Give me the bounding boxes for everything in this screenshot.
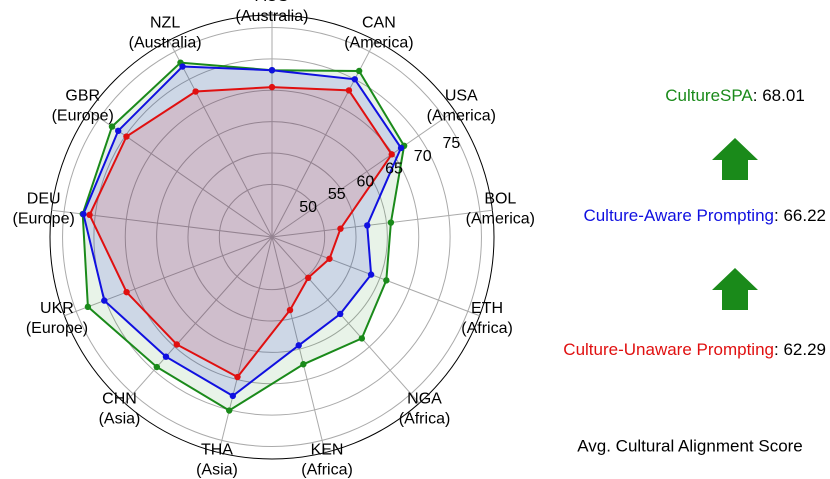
r-tick-label: 70: [414, 148, 432, 165]
point: [388, 151, 395, 158]
series-score: : 68.01: [753, 86, 805, 105]
point: [86, 211, 93, 219]
point: [326, 255, 333, 262]
point: [397, 144, 405, 152]
point: [295, 342, 302, 349]
spoke: [271, 236, 480, 317]
point: [286, 306, 294, 314]
spoke: [271, 236, 420, 404]
point: [173, 341, 180, 348]
series-score: : 62.29: [774, 340, 826, 359]
point: [192, 88, 199, 95]
point: [383, 277, 390, 284]
series-area: [88, 86, 393, 379]
r-tick-label: 55: [328, 186, 346, 203]
annotation: Avg. Cultural Alignment Score: [577, 436, 803, 455]
point: [123, 288, 130, 296]
point: [162, 353, 170, 360]
category-region: (America): [344, 35, 413, 52]
spoke: [271, 209, 493, 238]
point: [226, 407, 233, 414]
point: [123, 133, 130, 140]
category-region: (Africa): [461, 320, 513, 337]
point: [153, 363, 161, 371]
category-label: CHN: [102, 390, 137, 407]
point: [300, 361, 307, 368]
category-label: ETH: [471, 300, 503, 317]
category-region: (America): [466, 210, 535, 227]
r-tick-label: 65: [385, 161, 403, 178]
series-name: Culture-Unaware Prompting: [563, 340, 774, 359]
series-area: [82, 65, 403, 398]
category-region: (Europe): [26, 320, 88, 337]
series-score: : 66.22: [774, 206, 826, 225]
point: [268, 83, 276, 91]
point: [114, 127, 122, 135]
category-label: UKR: [40, 300, 74, 317]
point: [337, 225, 344, 232]
r-tick-label: 50: [299, 199, 317, 216]
category-region: (Europe): [13, 210, 75, 227]
point: [345, 87, 353, 94]
category-region: (Asia): [196, 462, 238, 479]
category-label: GBR: [65, 88, 100, 105]
r-tick-label: 60: [357, 173, 375, 190]
category-region: (Europe): [52, 108, 114, 125]
point: [337, 310, 344, 318]
category-label: BOL: [484, 190, 516, 207]
point: [358, 335, 366, 342]
point: [234, 373, 241, 381]
series-area: [81, 61, 406, 412]
arrow: [712, 138, 758, 180]
spoke: [218, 236, 273, 453]
spoke: [168, 40, 273, 238]
point: [101, 297, 108, 304]
category-label: KEN: [311, 442, 344, 459]
spoke: [124, 236, 273, 404]
category-label: CAN: [362, 15, 396, 32]
category-label: THA: [201, 442, 233, 459]
series-name: Culture-Aware Prompting: [583, 206, 774, 225]
point: [80, 210, 87, 218]
areas: [79, 59, 408, 414]
legend-entry: Culture-Aware Prompting: 66.22: [583, 206, 826, 225]
point: [304, 274, 312, 282]
point: [229, 392, 237, 400]
category-label: NGA: [407, 390, 442, 407]
category-region: (Australia): [129, 35, 202, 52]
point: [268, 66, 276, 74]
point: [364, 222, 371, 229]
legend-entry: Culture-Unaware Prompting: 62.29: [563, 340, 826, 359]
point: [351, 76, 358, 83]
r-tick-label: 75: [442, 135, 460, 152]
spoke: [271, 110, 455, 238]
category-label: AUS: [256, 0, 289, 5]
category-label: NZL: [150, 15, 180, 32]
series-name: CultureSPA: [665, 86, 753, 105]
point: [387, 219, 395, 226]
category-region: (Australia): [236, 8, 309, 25]
spoke: [64, 236, 273, 317]
legend-entry: CultureSPA: 68.01: [665, 86, 805, 105]
point: [367, 271, 375, 278]
category-region: (America): [427, 108, 496, 125]
point: [179, 63, 186, 70]
point: [84, 303, 92, 311]
category-region: (Africa): [399, 410, 451, 427]
category-region: (Africa): [301, 462, 353, 479]
category-label: USA: [445, 88, 478, 105]
labels: 50 55 60 65 70 75 AUS (Australia) CAN (America) US…: [13, 0, 535, 479]
arrow: [712, 268, 758, 310]
category-region: (Asia): [99, 410, 141, 427]
category-label: DEU: [27, 190, 61, 207]
point: [355, 67, 363, 75]
point: [108, 123, 116, 130]
